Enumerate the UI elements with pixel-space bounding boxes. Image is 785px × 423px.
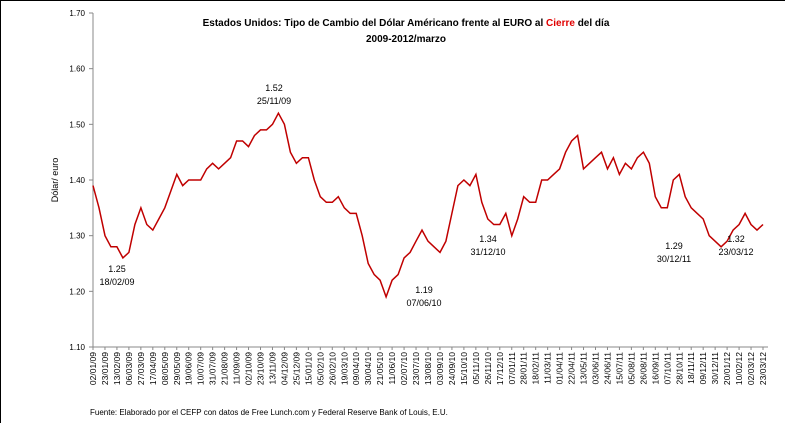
x-tick-label: 18/02/11	[531, 352, 541, 385]
annotation-date: 07/06/10	[406, 298, 441, 308]
y-tick-label: 1.50	[69, 120, 85, 129]
x-tick-label: 07/10/11	[662, 352, 672, 385]
title-part: Cierre	[546, 18, 575, 29]
x-tick-label: 26/02/10	[327, 352, 337, 385]
x-tick-label: 10/02/12	[734, 352, 744, 385]
x-tick-label: 02/10/09	[244, 352, 254, 385]
x-tick-label: 23/10/09	[256, 352, 266, 385]
x-tick-label: 05/11/10	[471, 352, 481, 385]
annotation-date: 30/12/11	[657, 254, 691, 264]
y-tick-label: 1.30	[69, 232, 85, 241]
x-tick-label: 08/05/09	[160, 352, 170, 385]
x-tick-label: 28/01/11	[519, 352, 529, 385]
x-tick-label: 02/03/12	[746, 352, 756, 385]
x-tick-label: 16/09/11	[650, 352, 660, 385]
x-tick-label: 06/03/09	[124, 352, 134, 385]
x-tick-label: 22/04/11	[567, 352, 577, 385]
annotation-value: 1.25	[108, 264, 126, 274]
x-tick-label: 20/01/12	[722, 352, 732, 385]
x-tick-label: 21/05/10	[375, 352, 385, 385]
x-tick-label: 07/01/11	[507, 352, 517, 385]
annotation-value: 1.52	[265, 83, 283, 93]
x-tick-label: 19/03/10	[339, 352, 349, 385]
y-tick-label: 1.70	[69, 9, 85, 18]
y-tick-label: 1.20	[69, 287, 85, 296]
x-tick-label: 25/12/09	[291, 352, 301, 385]
x-tick-label: 13/02/09	[112, 352, 122, 385]
x-tick-label: 09/12/11	[698, 352, 708, 385]
annotation-date: 31/12/10	[470, 247, 505, 257]
annotation-date: 23/03/12	[718, 247, 753, 257]
x-tick-label: 26/08/11	[638, 352, 648, 385]
chart-title: Estados Unidos: Tipo de Cambio del Dólar…	[203, 18, 610, 29]
y-tick-label: 1.40	[69, 176, 85, 185]
x-tick-label: 23/07/10	[411, 352, 421, 385]
annotation-value: 1.32	[727, 234, 745, 244]
x-tick-label: 05/08/11	[626, 352, 636, 385]
x-tick-label: 15/07/11	[614, 352, 624, 385]
x-tick-label: 10/07/09	[196, 352, 206, 385]
annotation-value: 1.34	[479, 234, 497, 244]
data-line	[92, 111, 764, 300]
y-axis-label: Dólar/ euro	[50, 158, 60, 203]
x-tick-label: 27/03/09	[136, 352, 146, 385]
x-tick-label: 30/12/11	[710, 352, 720, 385]
x-tick-label: 24/06/11	[602, 352, 612, 385]
x-tick-label: 09/04/10	[351, 352, 361, 385]
annotation-value: 1.29	[665, 241, 683, 251]
x-tick-label: 13/05/11	[579, 352, 589, 385]
x-tick-label: 13/11/09	[267, 352, 277, 385]
x-tick-label: 04/12/09	[279, 352, 289, 385]
annotation-date: 18/02/09	[99, 277, 134, 287]
x-tick-label: 17/04/09	[148, 352, 158, 385]
x-tick-label: 24/09/10	[447, 352, 457, 385]
x-tick-label: 01/04/11	[555, 352, 565, 385]
x-tick-label: 30/04/10	[363, 352, 373, 385]
x-tick-label: 23/01/09	[100, 352, 110, 385]
title-part: del día	[575, 18, 610, 29]
x-tick-label: 03/06/11	[591, 352, 601, 385]
x-tick-label: 11/09/09	[232, 352, 242, 385]
annotation-date: 25/11/09	[257, 96, 291, 106]
x-tick-label: 11/06/10	[387, 352, 397, 385]
title-part: Estados Unidos: Tipo de Cambio del Dólar…	[203, 18, 546, 29]
x-tick-label: 15/01/10	[303, 352, 313, 385]
x-tick-label: 19/06/09	[184, 352, 194, 385]
source-note: Fuente: Elaborado por el CEFP con datos …	[90, 408, 448, 417]
x-tick-label: 03/09/10	[435, 352, 445, 385]
y-tick-label: 1.10	[69, 343, 85, 352]
y-tick-label: 1.60	[69, 65, 85, 74]
x-tick-label: 02/01/09	[88, 352, 98, 385]
x-tick-label: 02/07/10	[399, 352, 409, 385]
x-tick-label: 17/12/10	[495, 352, 505, 385]
x-tick-label: 11/03/11	[543, 352, 553, 384]
x-tick-label: 23/03/12	[758, 352, 768, 385]
x-tick-label: 28/10/11	[674, 352, 684, 385]
x-tick-label: 15/10/10	[459, 352, 469, 385]
chart-subtitle: 2009-2012/marzo	[366, 34, 446, 45]
x-tick-label: 31/07/09	[208, 352, 218, 385]
x-tick-label: 18/11/11	[686, 352, 696, 384]
x-tick-label: 21/08/09	[220, 352, 230, 385]
x-tick-label: 29/05/09	[172, 352, 182, 385]
x-tick-label: 26/11/10	[483, 352, 493, 385]
x-tick-label: 13/08/10	[423, 352, 433, 385]
annotation-value: 1.19	[415, 285, 433, 295]
x-tick-label: 05/02/10	[315, 352, 325, 385]
